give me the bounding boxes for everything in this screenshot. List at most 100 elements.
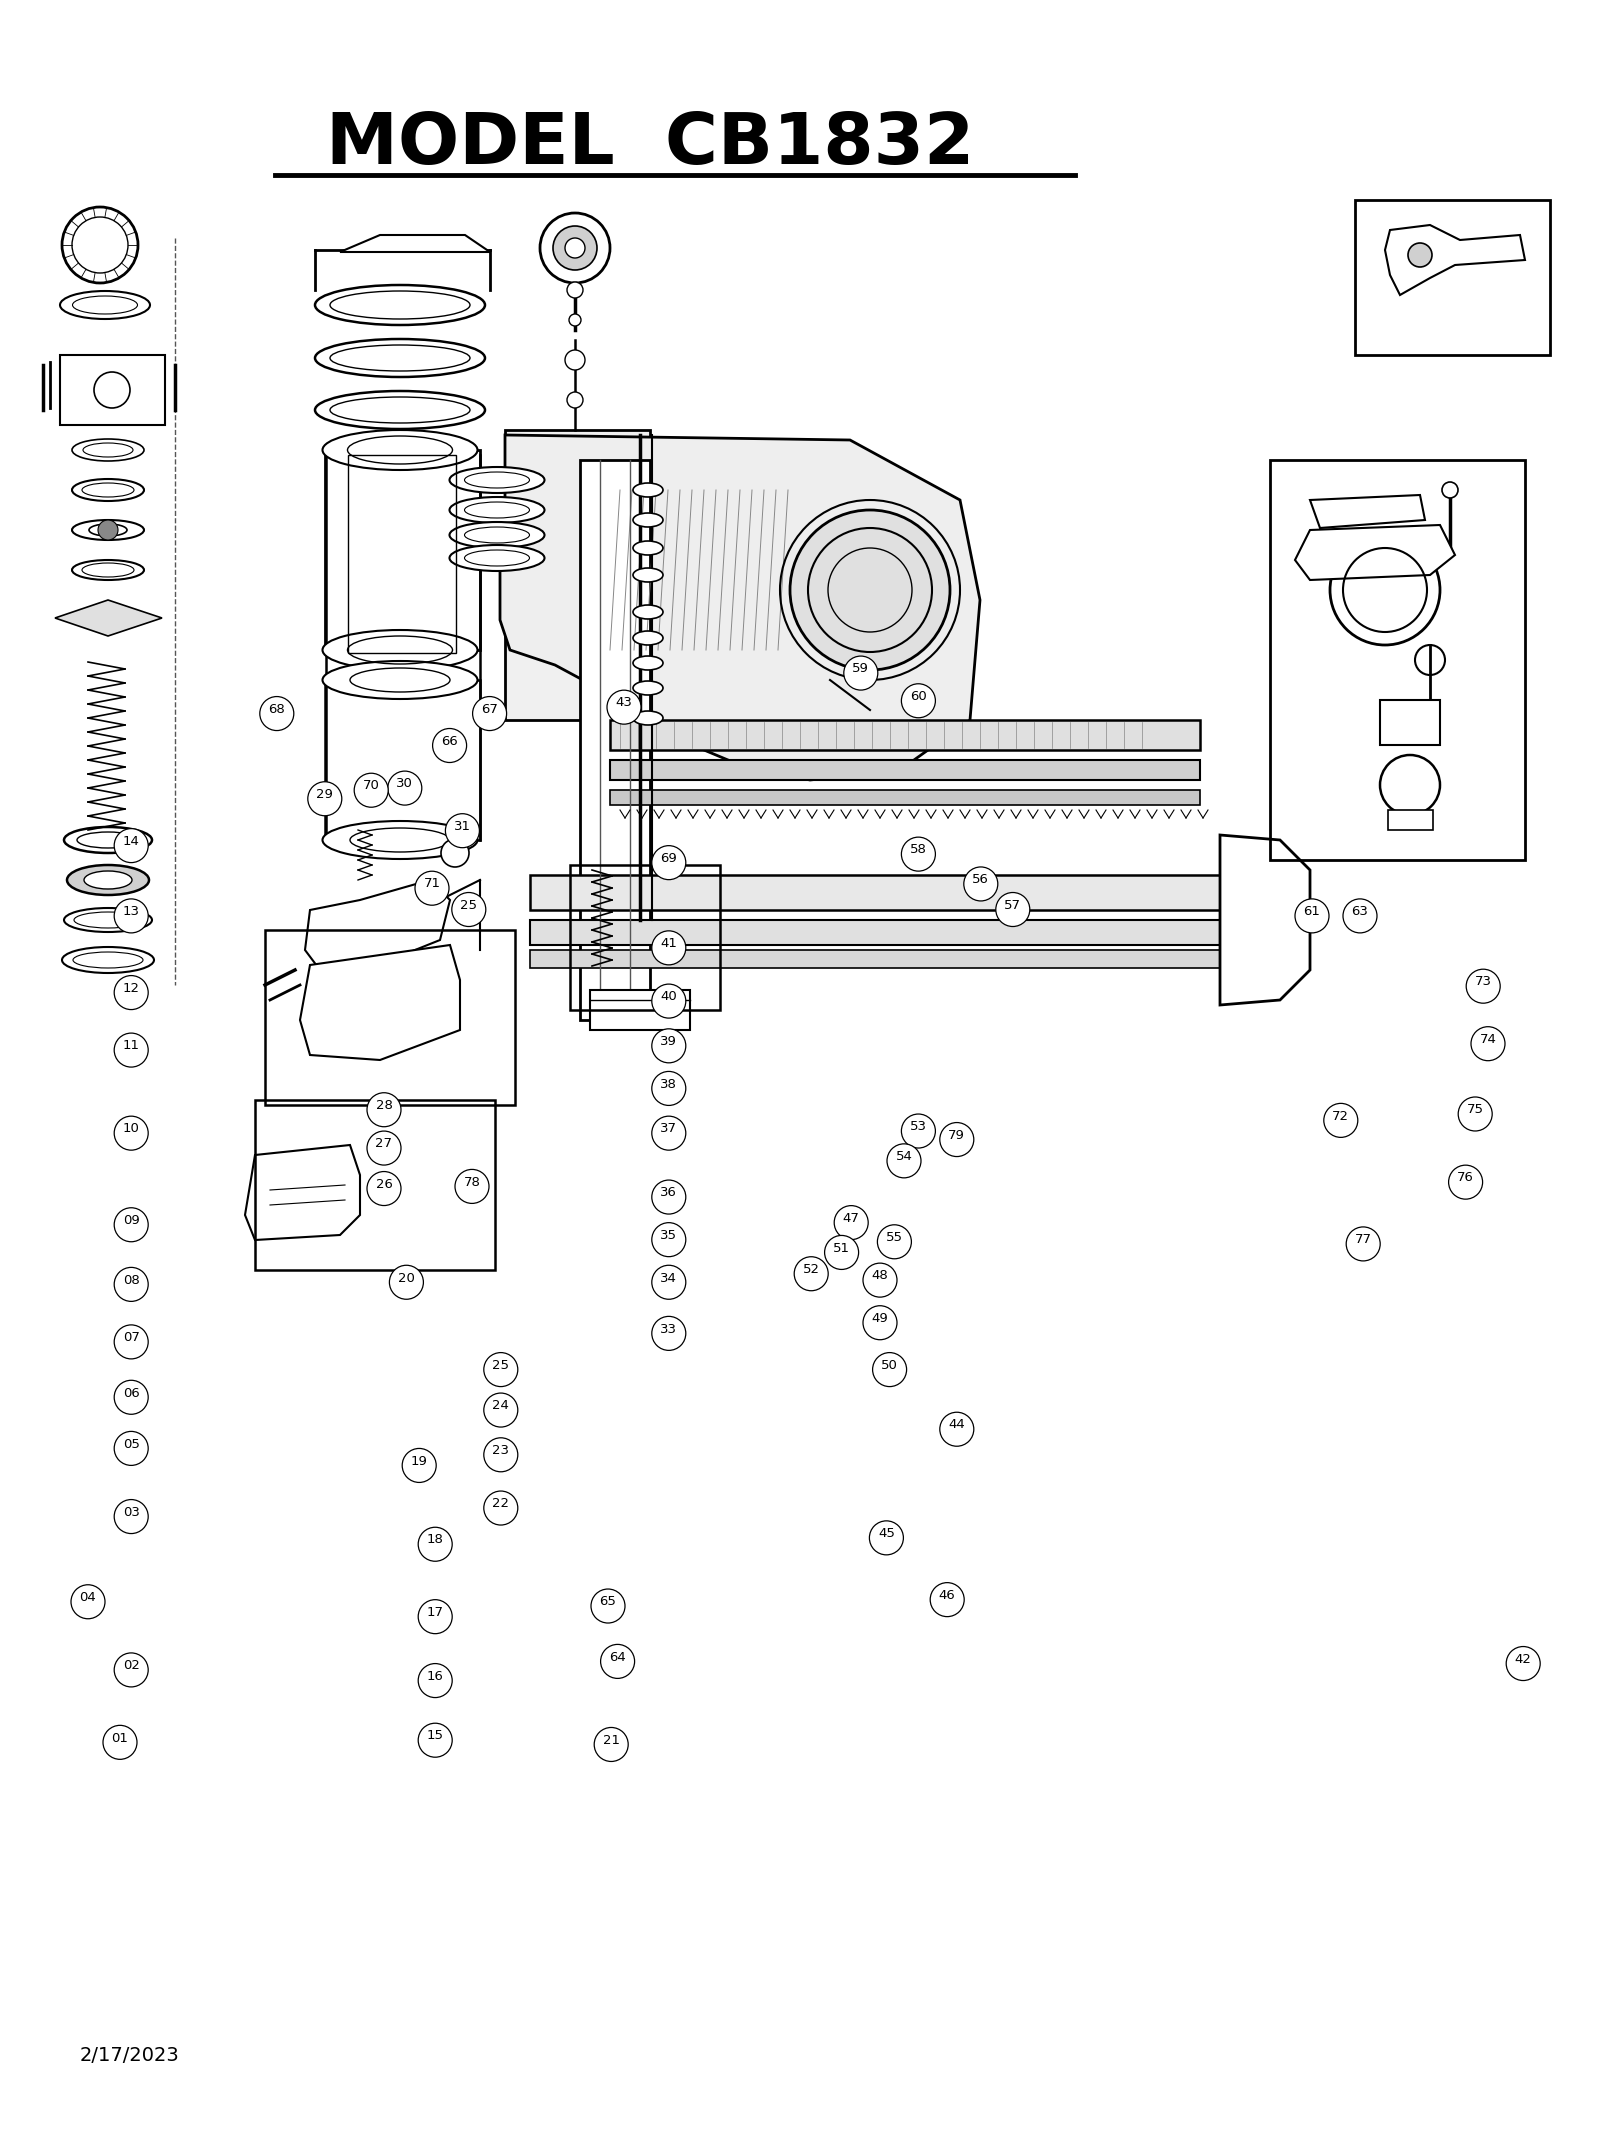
Ellipse shape [634, 484, 662, 496]
Bar [579, 460, 650, 1020]
Circle shape [590, 1589, 626, 1623]
Circle shape [387, 771, 422, 805]
Circle shape [1294, 899, 1330, 933]
Text: 01: 01 [112, 1732, 128, 1744]
Circle shape [114, 1653, 149, 1687]
Text: 07: 07 [123, 1331, 139, 1344]
Text: 25: 25 [493, 1359, 509, 1372]
Circle shape [862, 1263, 898, 1297]
Circle shape [566, 281, 582, 298]
Circle shape [651, 1180, 686, 1214]
Circle shape [901, 837, 936, 871]
Text: 13: 13 [123, 905, 139, 918]
Circle shape [114, 1431, 149, 1465]
Text: 09: 09 [123, 1214, 139, 1227]
Circle shape [366, 1131, 402, 1165]
Bar [325, 449, 480, 650]
Circle shape [651, 1116, 686, 1150]
Text: 65: 65 [600, 1595, 616, 1608]
Ellipse shape [323, 820, 477, 858]
Circle shape [418, 1600, 453, 1634]
Text: 20: 20 [398, 1272, 414, 1284]
Circle shape [651, 1071, 686, 1105]
Ellipse shape [323, 630, 477, 671]
Circle shape [366, 1093, 402, 1127]
Text: 46: 46 [939, 1589, 955, 1602]
Text: 04: 04 [80, 1591, 96, 1604]
Circle shape [1330, 535, 1440, 645]
Circle shape [963, 867, 998, 901]
Circle shape [554, 226, 597, 271]
Circle shape [1466, 969, 1501, 1003]
Polygon shape [301, 946, 461, 1061]
Circle shape [442, 839, 469, 867]
Polygon shape [54, 601, 162, 637]
Circle shape [402, 1448, 437, 1482]
Text: 25: 25 [461, 899, 477, 912]
Text: 41: 41 [661, 937, 677, 950]
Bar [61, 356, 165, 426]
Ellipse shape [72, 520, 144, 541]
Circle shape [886, 1144, 922, 1178]
Ellipse shape [64, 907, 152, 933]
Circle shape [114, 899, 149, 933]
Circle shape [483, 1438, 518, 1472]
Text: 50: 50 [882, 1359, 898, 1372]
Ellipse shape [634, 605, 662, 620]
Bar [610, 720, 1200, 750]
Circle shape [600, 1644, 635, 1678]
Text: 59: 59 [853, 662, 869, 675]
Ellipse shape [72, 439, 144, 460]
Circle shape [1448, 1165, 1483, 1199]
Ellipse shape [315, 392, 485, 428]
Text: 22: 22 [493, 1497, 509, 1510]
Circle shape [366, 1172, 402, 1206]
Text: 36: 36 [661, 1186, 677, 1199]
Circle shape [418, 1527, 453, 1561]
Circle shape [790, 509, 950, 671]
Circle shape [794, 1257, 829, 1291]
Circle shape [651, 1029, 686, 1063]
Text: 39: 39 [661, 1035, 677, 1048]
Bar [530, 920, 1230, 946]
Text: 79: 79 [949, 1129, 965, 1142]
Circle shape [114, 1267, 149, 1301]
Circle shape [1470, 1027, 1506, 1061]
Circle shape [389, 1265, 424, 1299]
Circle shape [259, 697, 294, 731]
Text: 31: 31 [454, 820, 470, 833]
Text: 57: 57 [1005, 899, 1021, 912]
Circle shape [877, 1225, 912, 1259]
Text: 17: 17 [427, 1606, 443, 1619]
Circle shape [114, 976, 149, 1010]
Text: 34: 34 [661, 1272, 677, 1284]
Bar [266, 931, 515, 1105]
Polygon shape [1386, 226, 1525, 294]
Circle shape [451, 892, 486, 927]
Text: 28: 28 [376, 1099, 392, 1112]
Circle shape [862, 1306, 898, 1340]
Text: 67: 67 [482, 703, 498, 716]
Circle shape [307, 782, 342, 816]
Text: 44: 44 [949, 1419, 965, 1431]
Circle shape [995, 892, 1030, 927]
Ellipse shape [450, 466, 544, 492]
Circle shape [483, 1353, 518, 1387]
Ellipse shape [64, 826, 152, 852]
Circle shape [606, 690, 642, 724]
Bar [1355, 200, 1550, 356]
Text: 05: 05 [123, 1438, 139, 1451]
Ellipse shape [634, 569, 662, 581]
Circle shape [1379, 754, 1440, 816]
Circle shape [939, 1412, 974, 1446]
Text: 10: 10 [123, 1123, 139, 1135]
Ellipse shape [634, 513, 662, 526]
Circle shape [1442, 481, 1458, 498]
Circle shape [418, 1664, 453, 1698]
Text: 51: 51 [834, 1242, 850, 1255]
Text: 40: 40 [661, 990, 677, 1003]
Circle shape [651, 931, 686, 965]
Polygon shape [339, 234, 490, 251]
Ellipse shape [634, 711, 662, 724]
Circle shape [114, 1380, 149, 1414]
